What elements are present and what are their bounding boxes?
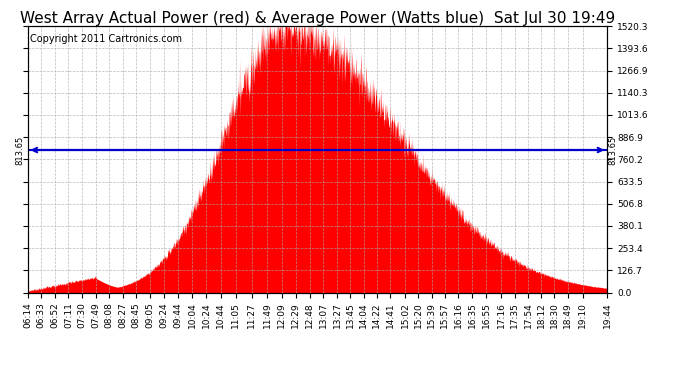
Text: West Array Actual Power (red) & Average Power (Watts blue)  Sat Jul 30 19:49: West Array Actual Power (red) & Average … xyxy=(20,11,615,26)
Text: 813.65: 813.65 xyxy=(16,135,25,165)
Text: Copyright 2011 Cartronics.com: Copyright 2011 Cartronics.com xyxy=(30,34,182,44)
Text: 813.65: 813.65 xyxy=(609,135,618,165)
